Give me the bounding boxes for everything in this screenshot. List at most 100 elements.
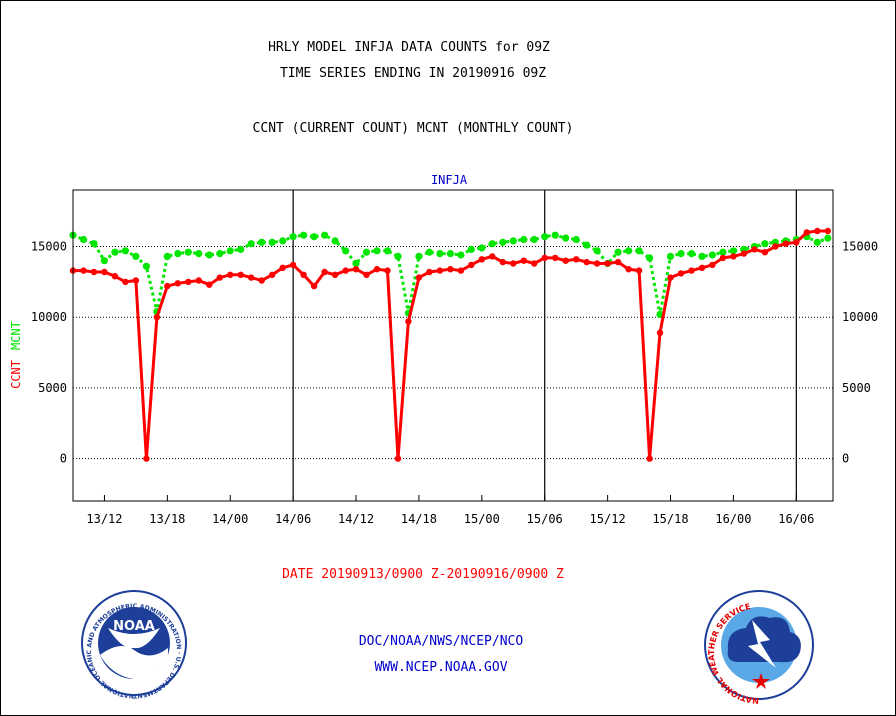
- point-ccnt-40: [489, 253, 496, 260]
- point-mcnt-21: [289, 233, 297, 241]
- point-mcnt-15: [226, 247, 234, 255]
- point-ccnt-56: [656, 329, 664, 336]
- point-ccnt-61: [709, 261, 716, 269]
- org-line: DOC/NOAA/NWS/NCEP/NCO: [359, 634, 524, 649]
- x-tick-label-5: 14/18: [401, 512, 437, 526]
- x-tick-label-10: 16/00: [715, 512, 751, 526]
- y-axis-label-ccnt: CCNT: [9, 360, 23, 389]
- y-tick-left-0: 0: [60, 452, 67, 466]
- point-ccnt-11: [185, 278, 192, 286]
- point-mcnt-4: [111, 248, 119, 256]
- point-ccnt-70: [803, 229, 810, 236]
- point-ccnt-27: [352, 266, 360, 273]
- point-ccnt-30: [384, 267, 391, 274]
- point-mcnt-27: [352, 259, 360, 268]
- point-ccnt-42: [510, 260, 517, 267]
- point-ccnt-28: [363, 271, 370, 278]
- point-ccnt-57: [667, 274, 674, 281]
- noaa-logo-text: NOAA: [113, 619, 155, 634]
- series-mcnt: [69, 231, 832, 318]
- point-mcnt-39: [478, 244, 486, 252]
- noaa-logo: NOAA NATIONAL OCEANIC AND ATMOSPHERIC AD…: [0, 0, 187, 699]
- point-mcnt-33: [415, 252, 423, 260]
- y-tick-right-5000: 5000: [842, 381, 871, 395]
- point-ccnt-44: [531, 260, 538, 267]
- point-mcnt-52: [614, 248, 622, 256]
- point-mcnt-72: [824, 234, 832, 242]
- y-axis-label-mcnt: MCNT: [9, 321, 23, 350]
- point-ccnt-17: [248, 274, 255, 281]
- point-mcnt-53: [625, 247, 633, 255]
- point-ccnt-35: [436, 267, 444, 274]
- nws-logo: NATIONAL WEATHER SERVICE: [704, 590, 814, 705]
- point-mcnt-3: [100, 257, 108, 265]
- point-ccnt-52: [614, 258, 622, 266]
- point-ccnt-68: [782, 240, 789, 247]
- y-tick-labels-left: 0 5000 10000 15000: [31, 240, 67, 466]
- x-tick-label-8: 15/12: [590, 512, 626, 526]
- point-mcnt-54: [635, 247, 643, 255]
- chart-subtitle: CCNT (CURRENT COUNT) MCNT (MONTHLY COUNT…: [253, 121, 574, 136]
- y-tick-left-5000: 5000: [38, 381, 67, 395]
- point-ccnt-13: [206, 281, 213, 288]
- point-ccnt-39: [478, 256, 485, 263]
- point-mcnt-34: [425, 248, 433, 256]
- point-ccnt-32: [405, 318, 412, 325]
- point-ccnt-63: [730, 253, 737, 260]
- point-mcnt-6: [132, 252, 140, 260]
- point-ccnt-69: [793, 239, 800, 246]
- point-mcnt-24: [321, 231, 329, 239]
- point-mcnt-1: [79, 235, 88, 244]
- point-ccnt-20: [279, 264, 286, 271]
- x-tick-label-2: 14/00: [212, 512, 248, 526]
- point-ccnt-36: [447, 266, 454, 273]
- point-ccnt-25: [331, 271, 339, 278]
- point-ccnt-18: [258, 277, 265, 284]
- point-mcnt-61: [708, 251, 717, 259]
- point-mcnt-63: [729, 247, 738, 255]
- x-tick-label-0: 13/12: [86, 512, 122, 526]
- x-tick-label-3: 14/06: [275, 512, 311, 526]
- point-ccnt-5: [122, 278, 129, 286]
- panel-title: INFJA: [431, 173, 468, 187]
- x-tick-label-6: 15/00: [464, 512, 500, 526]
- point-ccnt-58: [677, 270, 685, 277]
- point-mcnt-44: [530, 235, 538, 244]
- point-mcnt-55: [646, 254, 654, 262]
- point-mcnt-22: [300, 231, 308, 239]
- point-ccnt-50: [593, 260, 601, 267]
- point-ccnt-15: [227, 271, 234, 278]
- point-ccnt-29: [373, 266, 381, 273]
- point-ccnt-24: [321, 268, 328, 276]
- point-ccnt-7: [143, 455, 150, 462]
- point-ccnt-64: [740, 250, 748, 257]
- series-ccnt: [69, 227, 831, 462]
- point-ccnt-67: [772, 243, 779, 250]
- y-tick-right-0: 0: [842, 452, 849, 466]
- point-mcnt-26: [342, 247, 350, 255]
- point-mcnt-17: [247, 240, 255, 248]
- point-ccnt-19: [269, 271, 276, 278]
- point-ccnt-23: [310, 282, 318, 290]
- point-ccnt-65: [751, 246, 758, 253]
- date-range: DATE 20190913/0900 Z-20190916/0900 Z: [282, 567, 564, 582]
- point-mcnt-30: [383, 247, 392, 255]
- point-ccnt-14: [216, 274, 223, 281]
- point-ccnt-4: [111, 273, 119, 280]
- point-mcnt-49: [583, 241, 591, 249]
- x-tick-label-11: 16/06: [778, 512, 814, 526]
- point-mcnt-28: [362, 248, 371, 256]
- point-ccnt-31: [394, 455, 402, 462]
- point-ccnt-59: [688, 267, 695, 274]
- point-ccnt-60: [698, 264, 706, 271]
- x-tick-labels: 13/12 13/18 14/00 14/06 14/12 14/18 15/00 15/06…: [86, 495, 814, 526]
- point-mcnt-37: [457, 251, 465, 259]
- y-tick-right-10000: 10000: [842, 310, 878, 324]
- point-mcnt-66: [761, 240, 769, 248]
- point-mcnt-62: [719, 248, 727, 256]
- point-ccnt-54: [635, 267, 643, 274]
- title-line-2: TIME SERIES ENDING IN 20190916 09Z: [280, 66, 546, 81]
- point-mcnt-31: [394, 252, 402, 260]
- point-mcnt-50: [593, 247, 601, 255]
